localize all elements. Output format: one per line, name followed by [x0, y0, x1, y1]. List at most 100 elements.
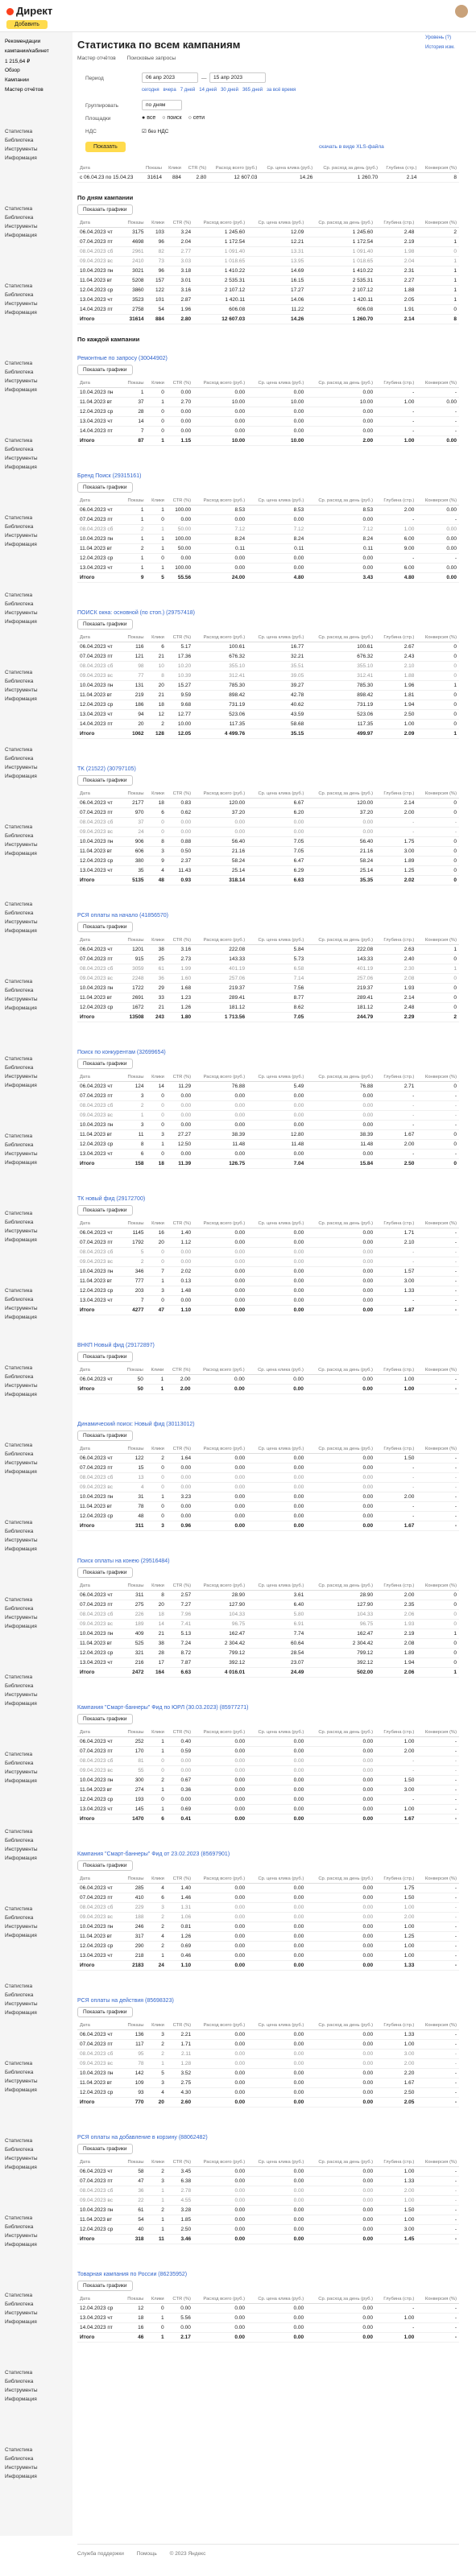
- sidebar-item[interactable]: Библиотека: [5, 1915, 34, 1921]
- sidebar-item[interactable]: Инструменты: [5, 2233, 38, 2239]
- campaign-name[interactable]: ТК новый фид (29172700): [77, 1196, 146, 1202]
- sidebar-item[interactable]: Инструменты: [5, 2465, 38, 2471]
- sidebar-item[interactable]: Инструменты: [5, 1074, 38, 1080]
- sidebar-item[interactable]: Библиотека: [5, 1297, 34, 1302]
- quick-period[interactable]: 365 дней: [242, 88, 263, 93]
- sidebar-item[interactable]: Библиотека: [5, 524, 34, 530]
- sidebar-item[interactable]: Библиотека: [5, 1761, 34, 1766]
- sidebar-item[interactable]: Информация: [5, 696, 37, 702]
- sidebar-item[interactable]: Библиотека: [5, 2456, 34, 2462]
- campaign-name[interactable]: Кампания "Смарт-баннеры" Фид от 23.02.20…: [77, 1852, 230, 1857]
- sidebar-item[interactable]: Инструменты: [5, 2001, 38, 2007]
- sidebar-item[interactable]: Статистика: [5, 438, 33, 444]
- chart-button[interactable]: Показать графики: [77, 204, 133, 215]
- sidebar-item[interactable]: Инструменты: [5, 1383, 38, 1389]
- chart-button[interactable]: Показать графики: [77, 1714, 133, 1724]
- tab[interactable]: Мастер отчётов: [77, 56, 116, 61]
- sidebar-item[interactable]: Информация: [5, 387, 37, 393]
- sidebar-item[interactable]: Инструменты: [5, 1769, 38, 1775]
- sidebar-item[interactable]: кампании/кабинет: [5, 48, 49, 54]
- quick-period[interactable]: 30 дней: [221, 88, 238, 93]
- footer-link[interactable]: Помощь: [136, 2551, 157, 2557]
- sidebar-item[interactable]: Инструменты: [5, 2156, 38, 2161]
- xls-link[interactable]: скачать в виде XLS-файла: [319, 144, 384, 150]
- sidebar-item[interactable]: Библиотека: [5, 1374, 34, 1380]
- campaign-name[interactable]: Поиск по конкурентам (32699654): [77, 1050, 166, 1055]
- add-button[interactable]: Добавить: [6, 20, 48, 29]
- sidebar-item[interactable]: Статистика: [5, 902, 33, 907]
- sidebar-item[interactable]: Библиотека: [5, 1065, 34, 1071]
- sidebar-item[interactable]: Инструменты: [5, 1692, 38, 1698]
- sidebar-item[interactable]: 1 215,64 ₽: [5, 59, 31, 64]
- sidebar-item[interactable]: Инструменты: [5, 610, 38, 616]
- footer-link[interactable]: Служба поддержки: [77, 2551, 124, 2557]
- sidebar-item[interactable]: Библиотека: [5, 2070, 34, 2075]
- sidebar-item[interactable]: Информация: [5, 2396, 37, 2402]
- sidebar-item[interactable]: Библиотека: [5, 447, 34, 452]
- sidebar-item[interactable]: Статистика: [5, 206, 33, 212]
- sidebar-item[interactable]: Статистика: [5, 1211, 33, 1216]
- sidebar-item[interactable]: Статистика: [5, 1829, 33, 1835]
- chart-button[interactable]: Показать графики: [77, 1860, 133, 1871]
- campaign-name[interactable]: РСЯ оплаты на начало (41856570): [77, 913, 168, 919]
- vat-checkbox[interactable]: ☑ без НДС: [142, 129, 169, 134]
- sidebar-item[interactable]: Статистика: [5, 1674, 33, 1680]
- sidebar-item[interactable]: Библиотека: [5, 679, 34, 684]
- sidebar-item[interactable]: Инструменты: [5, 919, 38, 925]
- chart-button[interactable]: Показать графики: [77, 365, 133, 375]
- campaign-name[interactable]: ВНКП Новый фид (29172897): [77, 1343, 155, 1348]
- date-from[interactable]: 06 апр 2023: [142, 72, 198, 83]
- sidebar-item[interactable]: Инструменты: [5, 1151, 38, 1157]
- sidebar-item[interactable]: Библиотека: [5, 1838, 34, 1843]
- sidebar-item[interactable]: Инструменты: [5, 301, 38, 307]
- aside-link[interactable]: История изм.: [425, 45, 455, 50]
- sidebar-item[interactable]: Библиотека: [5, 1451, 34, 1457]
- chart-button[interactable]: Показать графики: [77, 775, 133, 786]
- campaign-name[interactable]: TK (21522) (30797105): [77, 766, 136, 772]
- sidebar-item[interactable]: Информация: [5, 542, 37, 547]
- aside-link[interactable]: Уровень (?): [425, 35, 452, 40]
- avatar[interactable]: [455, 5, 468, 18]
- sidebar-item[interactable]: Инструменты: [5, 765, 38, 770]
- sidebar-item[interactable]: Обзор: [5, 68, 20, 73]
- sidebar-item[interactable]: Библиотека: [5, 2224, 34, 2230]
- place-option[interactable]: ○ поиск: [162, 115, 182, 121]
- sidebar-item[interactable]: Статистика: [5, 283, 33, 289]
- sidebar-item[interactable]: Информация: [5, 310, 37, 316]
- sidebar-item[interactable]: Статистика: [5, 592, 33, 598]
- chart-button[interactable]: Показать графики: [77, 1352, 133, 1362]
- sidebar-item[interactable]: Библиотека: [5, 1683, 34, 1689]
- sidebar-item[interactable]: Библиотека: [5, 369, 34, 375]
- sidebar-item[interactable]: Инструменты: [5, 1924, 38, 1930]
- sidebar-item[interactable]: Инструменты: [5, 997, 38, 1002]
- sidebar-item[interactable]: Библиотека: [5, 2301, 34, 2307]
- chart-button[interactable]: Показать графики: [77, 2144, 133, 2154]
- sidebar-item[interactable]: Статистика: [5, 1752, 33, 1757]
- sidebar-item[interactable]: Информация: [5, 1005, 37, 1011]
- quick-period[interactable]: за всё время: [267, 88, 296, 93]
- sidebar-item[interactable]: Библиотека: [5, 756, 34, 762]
- sidebar-item[interactable]: Инструменты: [5, 533, 38, 539]
- campaign-name[interactable]: Товарная кампания по России (86235952): [77, 2272, 188, 2277]
- sidebar-item[interactable]: Информация: [5, 928, 37, 934]
- sidebar-item[interactable]: Информация: [5, 2010, 37, 2016]
- sidebar-item[interactable]: Статистика: [5, 1984, 33, 1989]
- sidebar-item[interactable]: Библиотека: [5, 1529, 34, 1534]
- sidebar-item[interactable]: Статистика: [5, 824, 33, 830]
- sidebar-item[interactable]: Информация: [5, 2474, 37, 2479]
- sidebar-item[interactable]: Информация: [5, 233, 37, 238]
- sidebar-item[interactable]: Библиотека: [5, 1992, 34, 1998]
- campaign-name[interactable]: РСЯ оплаты на действия (85698323): [77, 1998, 174, 2004]
- campaign-name[interactable]: Динамический поиск: Новый фид (30113012): [77, 1422, 195, 1427]
- campaign-name[interactable]: РСЯ оплаты на добавление в корзину (8806…: [77, 2135, 208, 2140]
- sidebar-item[interactable]: Кампании: [5, 77, 29, 83]
- sidebar-item[interactable]: Статистика: [5, 979, 33, 985]
- sidebar-item[interactable]: Статистика: [5, 1365, 33, 1371]
- sidebar-item[interactable]: Информация: [5, 1933, 37, 1938]
- chart-button[interactable]: Показать графики: [77, 619, 133, 630]
- sidebar-item[interactable]: Статистика: [5, 515, 33, 521]
- sidebar-item[interactable]: Библиотека: [5, 601, 34, 607]
- sidebar-item[interactable]: Информация: [5, 1701, 37, 1707]
- sidebar-item[interactable]: Статистика: [5, 747, 33, 753]
- sidebar-item[interactable]: Статистика: [5, 2138, 33, 2144]
